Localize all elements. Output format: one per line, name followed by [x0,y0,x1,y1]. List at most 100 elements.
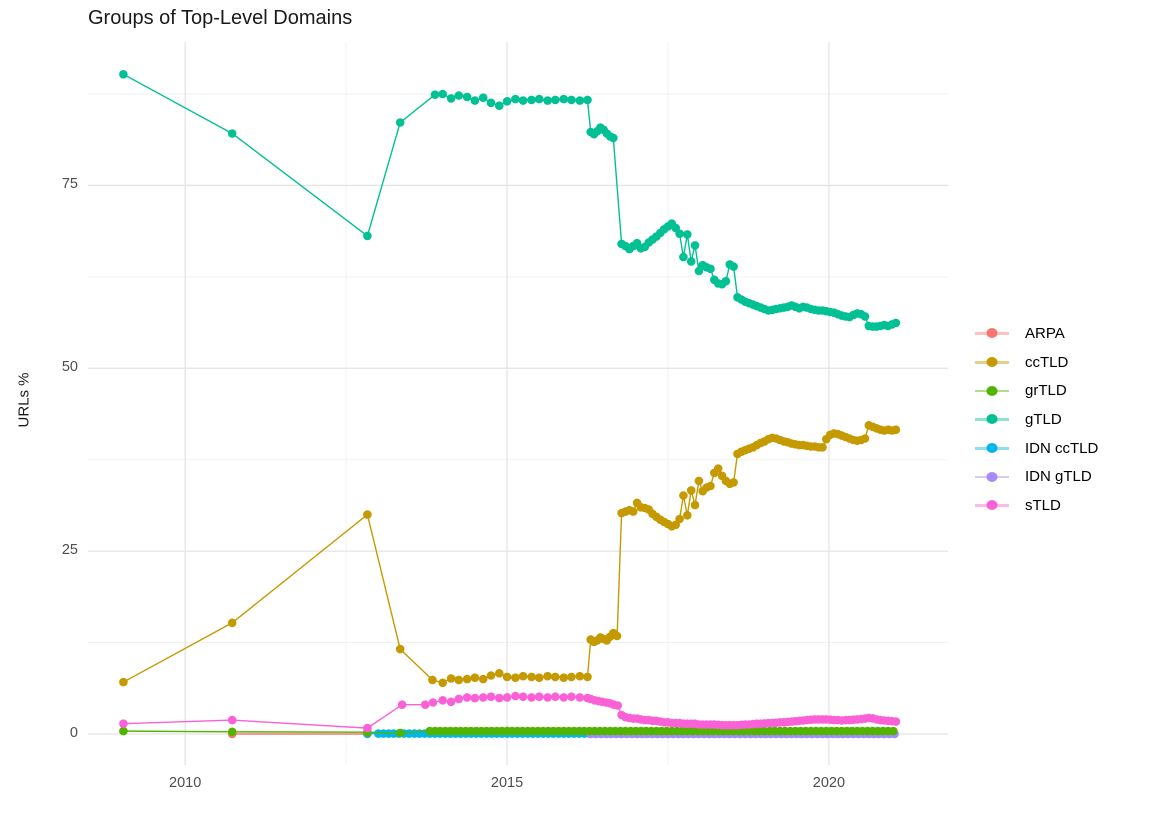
x-tick-label: 2010 [169,775,202,791]
data-point [543,671,552,681]
data-point [438,89,448,99]
data-point [575,96,585,105]
legend-key-icon [975,413,1009,425]
y-tick-label: 0 [69,724,78,741]
data-point [534,673,544,682]
legend-key-icon [975,356,1009,368]
data-point [543,693,552,702]
data-point [227,129,237,138]
legend-item-label: ccTLD [1025,353,1069,371]
data-point [818,443,827,452]
data-point [478,693,488,702]
data-point [446,94,456,103]
data-point [495,101,504,110]
legend-item-stld: sTLD [975,491,1098,520]
data-point [551,95,560,105]
legend-item-arpa: ARPA [975,319,1098,348]
data-point [686,257,696,266]
data-point [486,671,496,680]
data-point [721,276,731,286]
legend-item-idn-cctld: IDN ccTLD [975,434,1098,463]
data-point [612,631,622,641]
legend-dot-icon [986,414,998,425]
data-point [518,671,528,681]
data-point [527,672,536,682]
data-point [421,700,430,709]
data-point [502,693,512,702]
data-point [395,728,405,738]
y-tick-label: 50 [61,359,78,376]
legend-dot-icon [986,471,998,482]
data-point [363,510,372,519]
data-point [675,229,684,238]
data-point [428,675,437,685]
data-point [891,717,901,726]
data-point [511,94,520,104]
data-point [395,118,405,127]
legend-item-label: sTLD [1025,496,1061,514]
legend-dot-icon [986,500,998,511]
legend-item-label: IDN gTLD [1025,468,1092,486]
data-point [470,96,480,105]
data-point [486,98,496,108]
series-cctld [119,421,901,688]
data-point [567,95,576,105]
data-point [227,618,237,628]
data-point [729,478,738,487]
data-point [551,672,560,682]
data-point [446,674,456,683]
data-point [227,715,237,725]
data-point [686,486,696,495]
data-point [518,692,528,701]
data-point [683,230,692,239]
legend-item-label: IDN ccTLD [1025,439,1099,457]
legend-item-label: ARPA [1025,324,1065,342]
data-point [583,95,592,105]
y-tick-label: 75 [61,176,78,193]
legend-key-icon [975,385,1009,397]
data-point [559,673,568,682]
data-point [502,97,512,106]
data-point [713,464,723,473]
series-stld [119,691,901,733]
data-point [470,673,480,682]
series-line [123,73,897,328]
series-gtld [119,70,901,331]
data-point [891,318,901,328]
legend-item-gtld: gTLD [975,405,1098,434]
legend-key-icon [975,499,1009,511]
data-point [486,692,496,701]
data-point [679,252,688,262]
data-point [462,693,472,702]
legend-key-icon [975,471,1009,483]
gridlines-minor [88,42,948,765]
data-point [534,692,544,701]
data-point [706,481,715,491]
legend: ARPA ccTLD grTLD gTLD IDN ccTLD IDN gTLD sTLD [975,319,1098,520]
data-point [397,700,407,709]
data-point [462,92,472,102]
series-line [123,424,897,684]
legend-key-icon [975,327,1009,339]
data-point [628,507,638,516]
data-point [889,726,898,736]
data-point [518,96,528,105]
legend-dot-icon [986,357,998,368]
series-grtld [119,726,898,738]
data-point [119,726,128,736]
y-axis-title: URLs % [15,372,33,428]
x-tick-label: 2015 [490,775,524,791]
data-point [478,93,488,102]
data-point [891,425,901,435]
data-point [613,701,623,710]
data-point [446,697,456,707]
data-point [729,262,738,271]
data-point [470,693,480,703]
data-point [683,511,692,520]
data-point [860,434,870,443]
legend-key-icon [975,442,1009,454]
data-point [495,669,504,678]
legend-dot-icon [986,385,998,396]
data-point [559,94,568,104]
